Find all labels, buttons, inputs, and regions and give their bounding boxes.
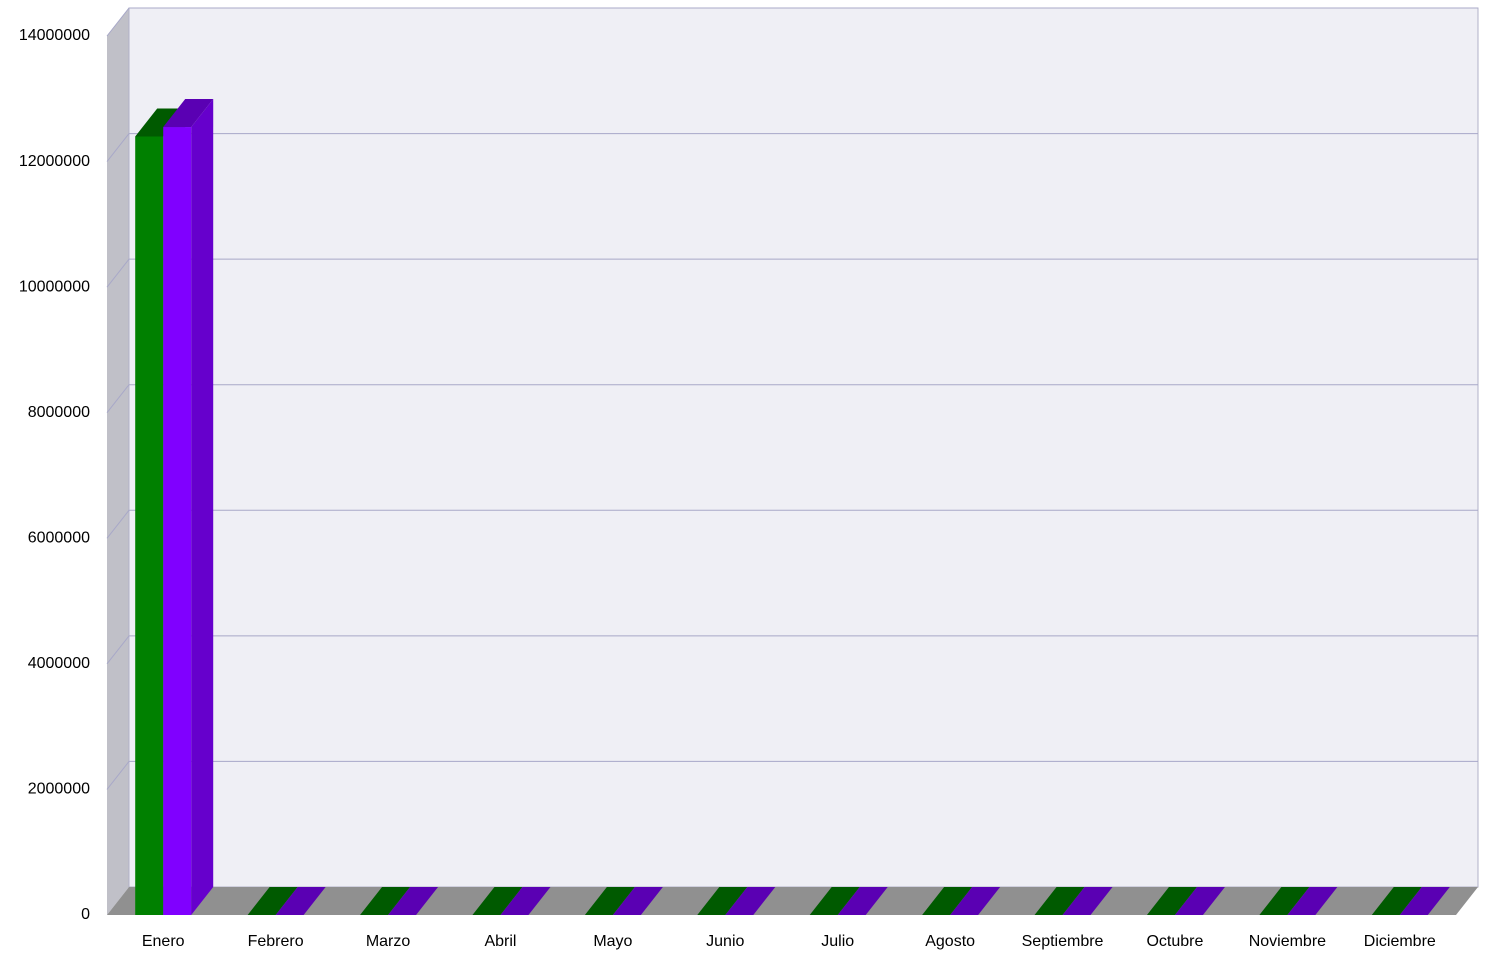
bar (1259, 887, 1310, 915)
bar-top (612, 887, 663, 915)
x-tick-label: Febrero (248, 933, 304, 950)
back-wall (128, 7, 1479, 888)
bar (1371, 887, 1422, 915)
y-tick-label: 0 (81, 906, 90, 923)
bar (697, 887, 748, 915)
bar-top (500, 887, 551, 915)
side-wall (107, 8, 129, 915)
bar (837, 887, 888, 915)
x-tick-label: Diciembre (1364, 933, 1436, 950)
bar-top (950, 887, 1001, 915)
y-tick-label: 4000000 (28, 655, 90, 672)
bar (584, 887, 635, 915)
y-tick-label: 2000000 (28, 781, 90, 798)
y-tick-label: 6000000 (28, 530, 90, 547)
bar-top (725, 887, 776, 915)
grid-line (106, 760, 1478, 790)
bar-top (1146, 887, 1197, 915)
x-tick-label: Octubre (1146, 933, 1203, 950)
bar (1146, 887, 1197, 915)
bar-top (275, 887, 326, 915)
bar-top (472, 887, 523, 915)
bar-top (1399, 887, 1450, 915)
bar-top (809, 887, 860, 915)
bar-top (1259, 887, 1310, 915)
grid-line (106, 258, 1478, 288)
bar-top (360, 887, 411, 915)
bar (809, 887, 860, 915)
x-tick-label: Junio (706, 933, 744, 950)
bar (725, 887, 776, 915)
x-tick-label: Agosto (925, 933, 975, 950)
y-tick-label: 12000000 (19, 153, 90, 170)
bar-side (191, 99, 214, 915)
bar-top (1371, 887, 1422, 915)
x-tick-label: Mayo (593, 933, 632, 950)
bar (1034, 887, 1085, 915)
grid-line (106, 133, 1478, 162)
grid-line (106, 7, 1478, 37)
bar (163, 99, 214, 915)
bar-top (922, 887, 973, 915)
grid-line (106, 384, 1478, 414)
x-tick-label: Marzo (366, 933, 411, 950)
bar (360, 887, 411, 915)
bar (1062, 887, 1113, 915)
x-tick-label: Julio (821, 933, 854, 950)
bar-front (163, 127, 192, 915)
bar-top (1062, 887, 1113, 915)
bar-top (163, 99, 214, 128)
x-tick-label: Septiembre (1022, 933, 1104, 950)
bar (1174, 887, 1225, 915)
bar (500, 887, 551, 915)
bar (275, 887, 326, 915)
bar (247, 887, 298, 915)
grid-line (106, 509, 1478, 539)
floor (107, 887, 1478, 915)
y-tick-label: 10000000 (19, 278, 90, 295)
bar-top (247, 887, 298, 915)
y-tick-label: 14000000 (19, 27, 90, 44)
bar-top (837, 887, 888, 915)
bar-top (388, 887, 439, 915)
bar (922, 887, 973, 915)
bar-top (1174, 887, 1225, 915)
x-tick-label: Noviembre (1249, 933, 1326, 950)
grid-line (106, 635, 1478, 665)
bar-top (1034, 887, 1085, 915)
bar (472, 887, 523, 915)
bar (1399, 887, 1450, 915)
x-tick-label: Abril (484, 933, 516, 950)
bar-front (135, 136, 164, 915)
bar (1287, 887, 1338, 915)
bar-top (697, 887, 748, 915)
bar-top (584, 887, 635, 915)
bar (612, 887, 663, 915)
y-tick-label: 8000000 (28, 404, 90, 421)
bar (388, 887, 439, 915)
bar (950, 887, 1001, 915)
x-tick-label: Enero (142, 933, 185, 950)
bar-top (1287, 887, 1338, 915)
